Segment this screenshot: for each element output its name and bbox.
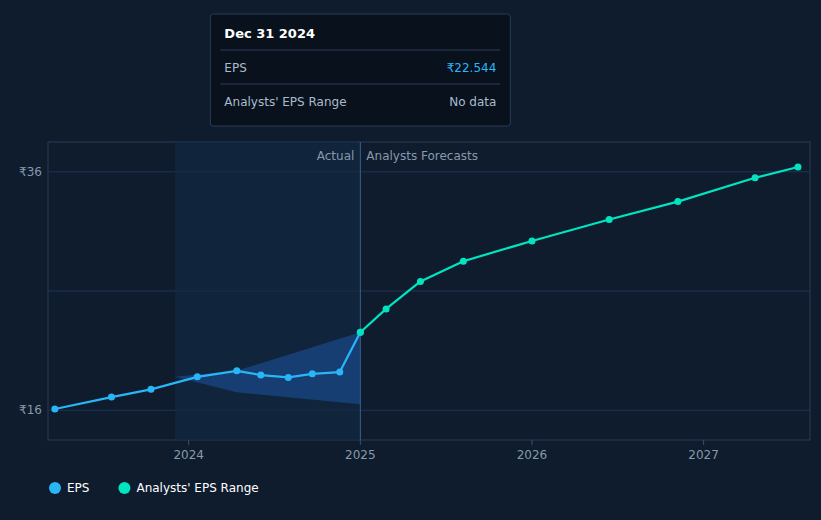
- x-tick-label: 2024: [173, 448, 204, 462]
- series-point: [233, 367, 240, 374]
- x-tick: [188, 440, 189, 445]
- legend: EPS Analysts' EPS Range: [49, 481, 259, 495]
- tooltip-title: Dec 31 2024: [224, 26, 315, 41]
- annotation: Actual: [317, 149, 355, 163]
- legend-label: EPS: [67, 481, 89, 495]
- series-point: [336, 369, 343, 376]
- series-point: [417, 278, 424, 285]
- series-point: [357, 329, 364, 336]
- tooltip-box: [210, 14, 510, 126]
- series-line: [55, 332, 360, 409]
- legend-swatch: [49, 482, 61, 494]
- series-line: [360, 167, 798, 332]
- series-point: [147, 386, 154, 393]
- series-point: [460, 258, 467, 265]
- x-tick: [531, 440, 532, 445]
- grid-line: [48, 291, 810, 292]
- background: [0, 0, 821, 520]
- series-point: [383, 305, 390, 312]
- divider-line: [360, 142, 361, 440]
- legend-label: Analysts' EPS Range: [136, 481, 258, 495]
- series-point: [674, 198, 681, 205]
- tooltip-value: No data: [449, 95, 496, 109]
- series-point: [108, 394, 115, 401]
- series-point: [357, 329, 364, 336]
- series-point: [257, 372, 264, 379]
- range-band: [175, 332, 360, 404]
- series-point: [309, 370, 316, 377]
- plot-frame: [48, 142, 810, 440]
- shaded-region: [175, 142, 360, 440]
- legend-swatch: [118, 482, 130, 494]
- series-point: [285, 374, 292, 381]
- y-tick-label: ₹36: [19, 165, 42, 179]
- tooltip-separator: [220, 84, 500, 85]
- tooltip-separator: [220, 50, 500, 51]
- series-point: [794, 164, 801, 171]
- x-tick: [703, 440, 704, 445]
- chart: ₹16 ₹36 2024 2025 2026 2027 Actual Analysts For…: [0, 0, 821, 520]
- tooltip: Dec 31 2024 EPS ₹22.544 Analysts' EPS Range…: [210, 14, 510, 126]
- series-point: [194, 373, 201, 380]
- tooltip-value: ₹22.544: [447, 61, 497, 75]
- x-tick-label: 2025: [345, 448, 376, 462]
- tooltip-label: Analysts' EPS Range: [224, 95, 346, 109]
- x-tick-label: 2026: [517, 448, 548, 462]
- grid-line: [48, 171, 810, 172]
- x-tick: [360, 440, 361, 445]
- tooltip-label: EPS: [224, 61, 246, 75]
- x-tick-label: 2027: [688, 448, 719, 462]
- series-point: [528, 237, 535, 244]
- grid-line: [48, 410, 810, 411]
- series-point: [752, 174, 759, 181]
- series-point: [51, 406, 58, 413]
- y-tick-label: ₹16: [19, 403, 42, 417]
- annotation: Analysts Forecasts: [366, 149, 478, 163]
- series-point: [606, 216, 613, 223]
- plot-area: [48, 142, 810, 440]
